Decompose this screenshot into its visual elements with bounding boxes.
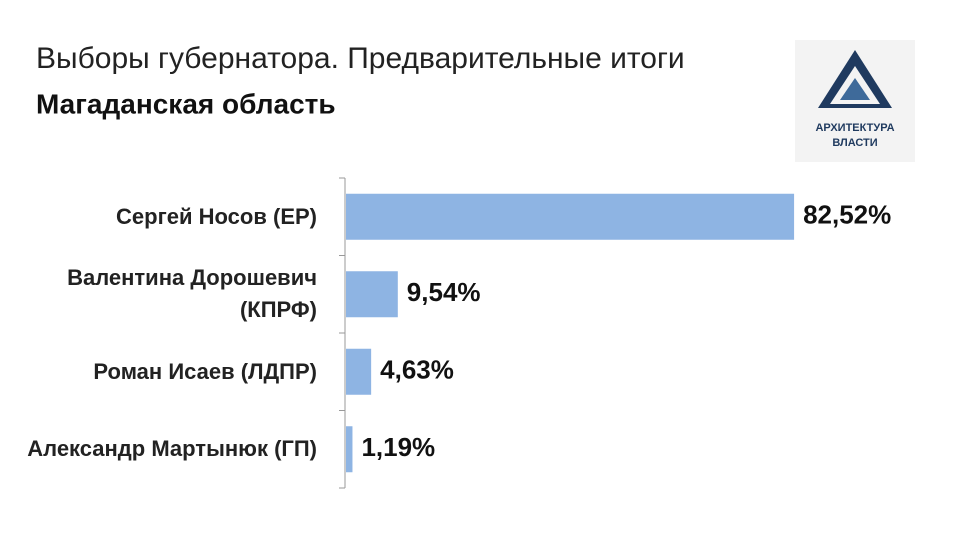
- value-label: 9,54%: [407, 277, 481, 307]
- bar: [346, 348, 372, 395]
- value-label: 4,63%: [380, 355, 454, 385]
- logo-text: АРХИТЕКТУРА: [815, 122, 894, 134]
- category-label: Александр Мартынюк (ГП): [27, 436, 317, 462]
- category-label: Роман Исаев (ЛДПР): [93, 358, 317, 384]
- chart-title: Выборы губернатора. Предварительные итог…: [36, 42, 685, 75]
- value-label: 82,52%: [803, 200, 891, 230]
- category-label: Сергей Носов (ЕР): [116, 203, 317, 229]
- bar: [346, 271, 398, 318]
- bar: [346, 426, 353, 473]
- value-label: 1,19%: [361, 432, 435, 462]
- logo-text: ВЛАСТИ: [832, 137, 877, 149]
- logo: АРХИТЕКТУРА ВЛАСТИ: [795, 40, 915, 162]
- logo-triangle-core: [840, 78, 870, 100]
- chart-subtitle: Магаданская область: [36, 88, 336, 119]
- category-label: Валентина Дорошевич (КПРФ): [67, 265, 317, 323]
- bar: [346, 193, 795, 240]
